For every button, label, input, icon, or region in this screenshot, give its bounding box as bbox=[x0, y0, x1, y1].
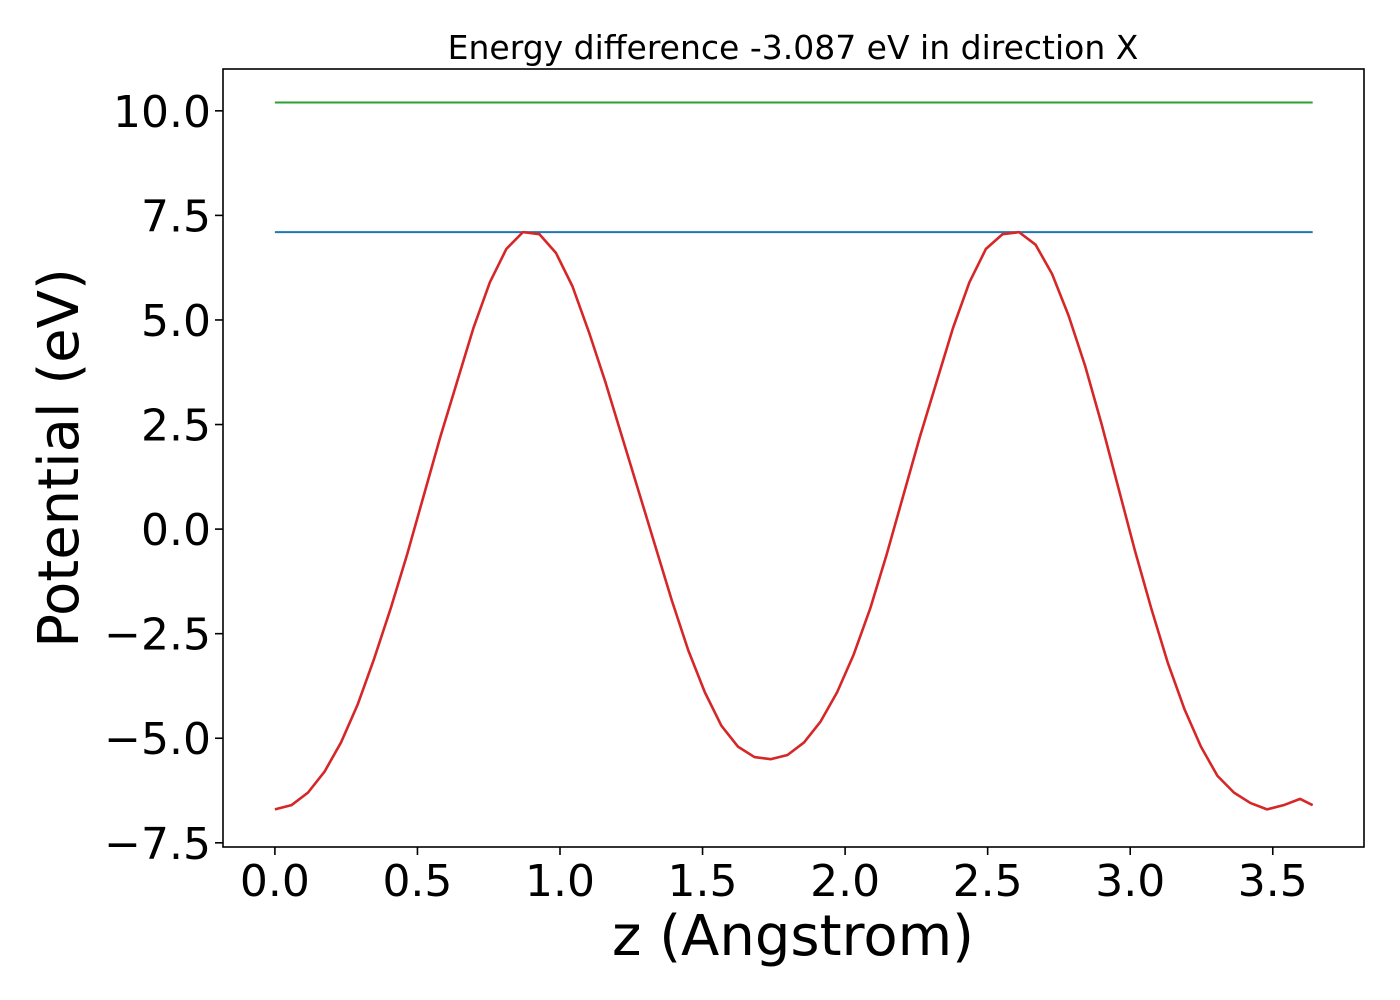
y-axis-ticks: 10.0 7.5 5.0 2.5 0.0 −2.5 −5.0 −7.5 bbox=[104, 87, 223, 870]
plot-content bbox=[274, 101, 1314, 811]
y-tick-label: −7.5 bbox=[104, 819, 211, 870]
x-tick-label: 0.0 bbox=[240, 856, 310, 907]
x-axis-label: z (Angstrom) bbox=[612, 904, 974, 969]
y-tick-label: 0.0 bbox=[141, 505, 211, 556]
x-tick-label: 2.5 bbox=[953, 856, 1023, 907]
y-tick-label: 5.0 bbox=[141, 296, 211, 347]
x-tick-label: 3.5 bbox=[1238, 856, 1308, 907]
y-tick-label: 2.5 bbox=[141, 401, 211, 452]
y-tick-label: 7.5 bbox=[141, 191, 211, 242]
x-tick-label: 1.0 bbox=[525, 856, 595, 907]
y-tick-label: −2.5 bbox=[104, 610, 211, 661]
axes-frame bbox=[222, 68, 1365, 848]
x-tick-label: 0.5 bbox=[382, 856, 452, 907]
y-tick-label: 10.0 bbox=[113, 87, 211, 138]
y-tick-label: −5.0 bbox=[104, 714, 211, 765]
x-tick-label: 2.0 bbox=[810, 856, 880, 907]
x-axis-ticks: 0.0 0.5 1.0 1.5 2.0 2.5 3.0 3.5 bbox=[240, 847, 1308, 907]
x-tick-label: 1.5 bbox=[668, 856, 738, 907]
chart-title: Energy difference -3.087 eV in direction… bbox=[448, 28, 1139, 67]
series-line-potential bbox=[274, 230, 1314, 811]
x-tick-label: 3.0 bbox=[1095, 856, 1165, 907]
y-axis-label: Potential (eV) bbox=[27, 268, 92, 648]
